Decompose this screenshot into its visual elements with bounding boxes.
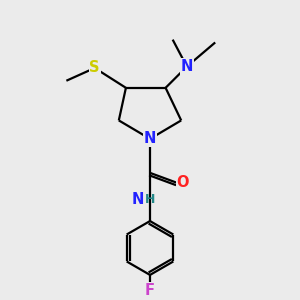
Text: S: S (89, 61, 100, 76)
Text: N: N (181, 59, 193, 74)
Text: N: N (144, 131, 156, 146)
Text: O: O (176, 175, 189, 190)
Text: F: F (145, 283, 155, 298)
Text: N: N (132, 192, 144, 207)
Text: H: H (145, 193, 155, 206)
